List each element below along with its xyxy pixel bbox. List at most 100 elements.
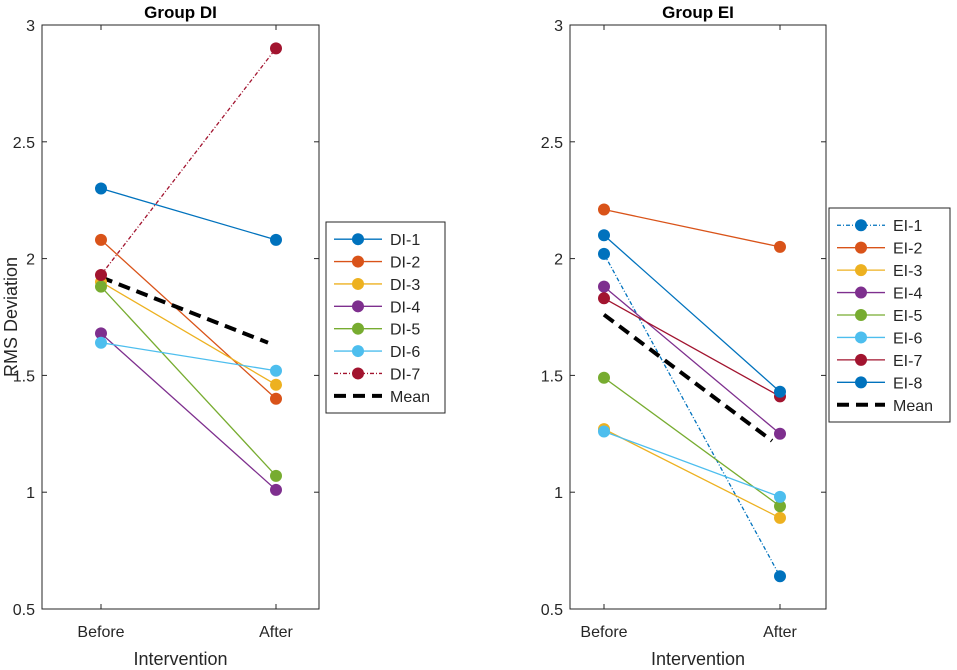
data-point-EI-1: [598, 247, 610, 260]
y-tick-label: 3: [26, 18, 35, 35]
axes-box: [41, 24, 320, 610]
data-point-DI-5: [270, 469, 282, 482]
x-tick-label: After: [763, 624, 797, 641]
legend-label: DI-7: [390, 366, 420, 383]
y-tick-label: 1: [26, 485, 35, 502]
data-point-EI-5: [774, 500, 786, 513]
legend-marker: [352, 277, 364, 290]
legend-marker: [352, 300, 364, 313]
series-line-EI-6: [603, 430, 781, 498]
series-line-EI-3: [603, 428, 781, 519]
data-point-DI-4: [95, 327, 107, 340]
legend-label: EI-4: [893, 286, 922, 303]
legend-marker: [352, 233, 364, 246]
series-line-EI-1: [603, 253, 781, 577]
legend-label: DI-4: [390, 299, 420, 316]
legend: EI-1 EI-2 EI-3 EI-4 EI-5 EI-6 EI-7 EI-8 Mean: [828, 207, 951, 423]
data-point-DI-7: [270, 42, 282, 55]
legend: DI-1 DI-2 DI-3 DI-4 DI-5 DI-6 DI-7 Mean: [325, 221, 446, 414]
chart-panel-2: 0.5 1 1.5 2 2.5 3 Before After Group EI Intervent…: [541, 3, 951, 669]
data-point-EI-8: [774, 385, 786, 398]
chart-title: Group DI: [144, 3, 217, 22]
data-point-DI-5: [95, 280, 107, 293]
data-point-DI-1: [270, 233, 282, 246]
legend-marker: [855, 353, 867, 366]
series-line-EI-2: [603, 208, 781, 248]
legend-marker: [855, 286, 867, 299]
legend-label: Mean: [390, 389, 430, 406]
series-line-EI-7: [603, 297, 781, 397]
data-point-EI-4: [774, 427, 786, 440]
legend-label: DI-3: [390, 277, 420, 294]
axes-box: [569, 24, 827, 610]
legend-marker: [855, 219, 867, 232]
y-axis-label: RMS Deviation: [1, 257, 21, 377]
chart-panel-1: 0.5 1 1.5 2 2.5 3 Before After Group DI Intervent…: [1, 3, 446, 669]
series-line-EI-4: [603, 286, 781, 435]
legend-marker: [855, 264, 867, 277]
x-tick-label: Before: [77, 624, 124, 641]
legend-label: EI-1: [893, 218, 922, 235]
data-point-DI-4: [270, 483, 282, 496]
x-tick-label: Before: [580, 624, 627, 641]
y-tick-label: 1.5: [541, 368, 563, 385]
data-point-EI-3: [774, 511, 786, 524]
data-point-DI-6: [95, 336, 107, 349]
legend-marker: [352, 322, 364, 335]
data-point-EI-2: [774, 240, 786, 253]
legend-marker: [855, 309, 867, 321]
y-tick-label: 3: [554, 18, 563, 35]
legend-marker: [352, 367, 364, 380]
legend-label: EI-3: [893, 263, 922, 280]
legend-marker: [855, 331, 867, 344]
legend-label: EI-8: [893, 375, 922, 392]
y-tick-label: 1.5: [13, 368, 35, 385]
legend-box: [325, 221, 446, 414]
series-line-DI-5: [100, 286, 277, 477]
data-point-DI-2: [270, 392, 282, 405]
series-line-DI-7: [100, 47, 277, 276]
y-tick-label: 0.5: [13, 602, 35, 619]
data-point-EI-1: [774, 570, 786, 583]
y-tick-label: 2.5: [13, 135, 35, 152]
chart-title: Group EI: [662, 3, 734, 22]
data-point-DI-2: [95, 233, 107, 246]
legend-label: DI-1: [390, 232, 420, 249]
legend-marker: [855, 376, 867, 389]
legend-label: EI-5: [893, 308, 922, 325]
x-axis-label: Intervention: [651, 649, 745, 669]
legend-marker: [352, 345, 364, 358]
series-line-EI-5: [603, 377, 781, 507]
data-point-EI-5: [598, 371, 610, 384]
legend-label: DI-5: [390, 322, 420, 339]
x-tick-label: After: [259, 624, 293, 641]
data-point-DI-3: [270, 378, 282, 391]
data-point-DI-7: [95, 268, 107, 281]
data-point-EI-2: [598, 203, 610, 216]
series-line-DI-4: [100, 332, 277, 491]
series-line-DI-1: [100, 187, 277, 241]
data-point-EI-6: [598, 425, 610, 438]
series-line-DI-3: [100, 281, 277, 386]
data-point-EI-4: [598, 280, 610, 293]
y-tick-label: 2: [554, 252, 563, 269]
legend-label: EI-2: [893, 241, 922, 258]
mean-line: [602, 313, 774, 443]
legend-marker: [352, 255, 364, 268]
y-tick-label: 2.5: [541, 135, 563, 152]
x-axis-label: Intervention: [133, 649, 227, 669]
y-tick-label: 0.5: [541, 602, 563, 619]
y-tick-label: 1: [554, 485, 563, 502]
data-point-DI-1: [95, 182, 107, 195]
data-point-DI-6: [270, 364, 282, 377]
legend-label: Mean: [893, 398, 933, 415]
data-point-EI-7: [598, 292, 610, 305]
legend-label: DI-2: [390, 255, 420, 272]
series-line-EI-8: [603, 234, 781, 393]
legend-label: DI-6: [390, 344, 420, 361]
legend-label: EI-7: [893, 353, 922, 370]
legend-label: EI-6: [893, 330, 922, 347]
data-point-EI-8: [598, 229, 610, 242]
y-tick-label: 2: [26, 252, 35, 269]
